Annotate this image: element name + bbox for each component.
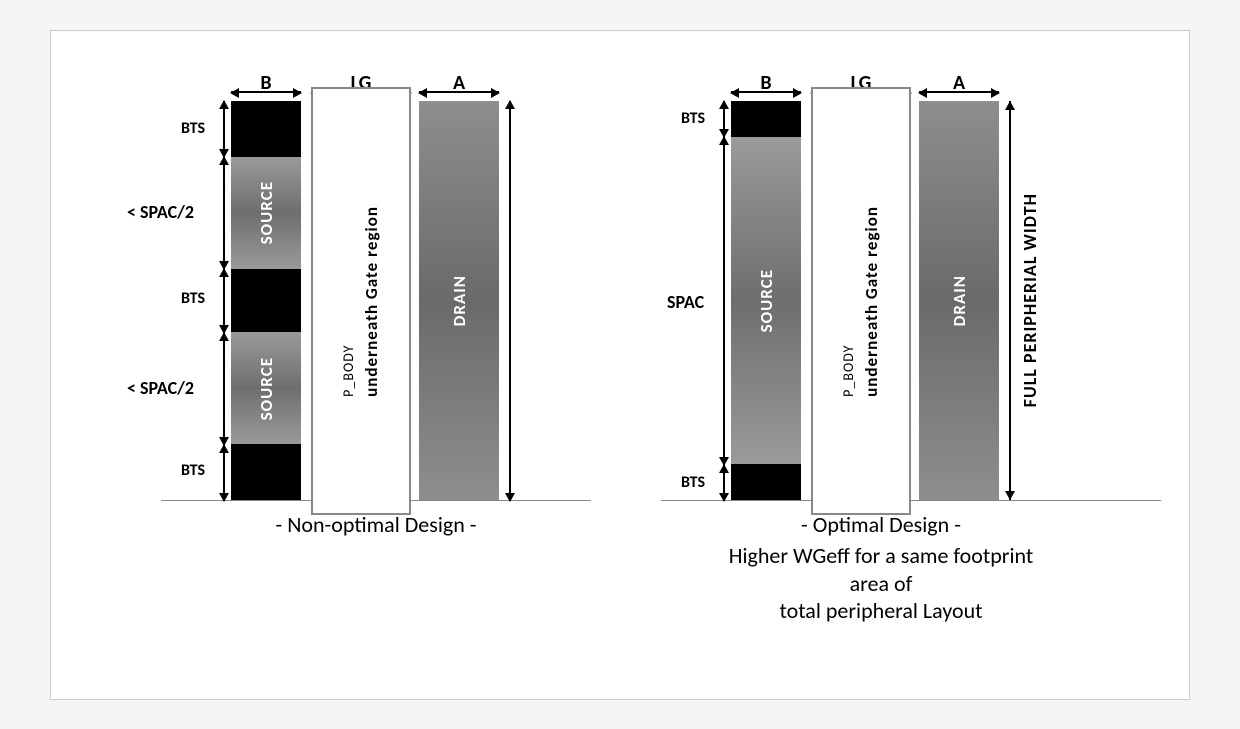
- label-bts1: BTS: [181, 119, 205, 138]
- drain-label: DRAIN: [949, 275, 970, 326]
- caption-left: - Non-optimal Design -: [161, 511, 591, 542]
- column-a-drain: DRAIN: [919, 101, 999, 500]
- drain-label: DRAIN: [449, 275, 470, 326]
- arrow-spac2: [223, 333, 225, 445]
- label-spac-half-1: < SPAC/2: [127, 201, 194, 223]
- arrow-spac1: [223, 157, 225, 269]
- dim-b: B: [231, 71, 301, 97]
- panel-optimal: B LG A BTS SPAC BTS: [661, 61, 1161, 501]
- bts-block: [731, 464, 801, 500]
- arrow-bts-bottom: [723, 465, 725, 501]
- arrow-spac: [723, 137, 725, 465]
- source-block: SOURCE: [731, 137, 801, 464]
- caption-right-sub1: Higher WGeff for a same footprint: [601, 542, 1161, 570]
- arrow-bts2: [223, 269, 225, 333]
- source-label: SOURCE: [256, 357, 277, 420]
- label-spac: SPAC: [667, 291, 704, 313]
- caption-left-title: - Non-optimal Design -: [161, 511, 591, 538]
- bts-block: [731, 101, 801, 137]
- label-bts2: BTS: [181, 289, 205, 308]
- column-b: SOURCE SOURCE: [231, 101, 301, 500]
- label-full-peripheral-width: FULL PERIPHERIAL WIDTH: [1019, 101, 1041, 500]
- source-block: SOURCE: [231, 332, 301, 444]
- p-body-label: P_BODY: [340, 206, 357, 397]
- caption-right-sub2: area of: [601, 570, 1161, 598]
- arrow-full-height-left: [509, 101, 511, 501]
- gate-region-label: underneath Gate region: [361, 206, 382, 397]
- column-lg: P_BODY underneath Gate region: [811, 87, 911, 515]
- column-a-drain: DRAIN: [419, 101, 499, 500]
- top-dimension-row: B LG A: [661, 61, 1161, 101]
- bts-block: [231, 269, 301, 333]
- label-bts-top: BTS: [681, 109, 705, 128]
- column-b: SOURCE: [731, 101, 801, 500]
- arrow-bts1: [223, 101, 225, 157]
- column-lg: P_BODY underneath Gate region: [311, 87, 411, 515]
- source-label: SOURCE: [756, 269, 777, 332]
- caption-right-sub3: total peripheral Layout: [601, 597, 1161, 625]
- columns-right: BTS SPAC BTS SOURCE P_BODY underneath Ga…: [661, 101, 1161, 501]
- caption-right: - Optimal Design - Higher WGeff for a sa…: [601, 511, 1161, 625]
- arrow-bts3: [223, 445, 225, 501]
- gate-region-label: underneath Gate region: [861, 206, 882, 397]
- panel-non-optimal: B LG A BTS < SPAC/2 BTS < SPAC/2 B: [161, 61, 591, 501]
- diagram-canvas: B LG A BTS < SPAC/2 BTS < SPAC/2 B: [50, 30, 1190, 700]
- source-block: SOURCE: [231, 157, 301, 269]
- p-body-label: P_BODY: [840, 206, 857, 397]
- arrow-bts-top: [723, 101, 725, 137]
- columns-left: BTS < SPAC/2 BTS < SPAC/2 BTS SOURCE SOU…: [161, 101, 591, 501]
- full-peripheral-width-text: FULL PERIPHERIAL WIDTH: [1019, 193, 1041, 407]
- dim-a: A: [419, 71, 499, 97]
- bts-block: [231, 101, 301, 157]
- source-label: SOURCE: [256, 181, 277, 244]
- arrow-full-height-right: [1009, 101, 1011, 500]
- label-spac-half-2: < SPAC/2: [127, 377, 194, 399]
- label-bts3: BTS: [181, 461, 205, 480]
- label-bts-bottom: BTS: [681, 473, 705, 492]
- bts-block: [231, 444, 301, 500]
- dim-b: B: [731, 71, 801, 97]
- dim-a: A: [919, 71, 999, 97]
- caption-right-title: - Optimal Design -: [601, 511, 1161, 538]
